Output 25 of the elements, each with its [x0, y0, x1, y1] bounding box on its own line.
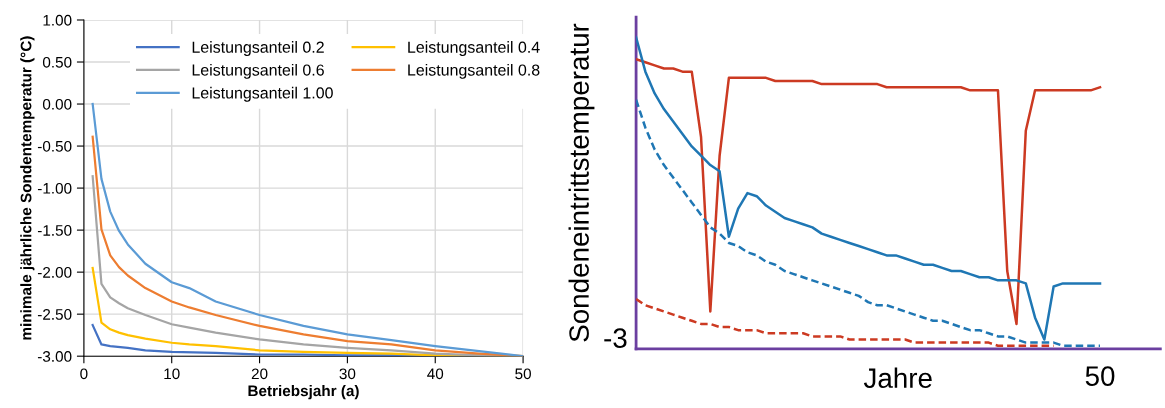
y-axis-title: Sondeneintrittstemperatur	[568, 23, 595, 342]
y-tick-label: -2.00	[37, 267, 72, 278]
x-tick-label: 0	[80, 368, 88, 380]
y-tick-label: -3.00	[37, 351, 72, 362]
y-tick-label: -2.50	[37, 309, 72, 320]
legend-label: Leistungsanteil 0.2	[192, 41, 324, 56]
x-tick-label: 30	[339, 368, 356, 380]
y-tick-label: 0.00	[42, 98, 72, 110]
x-tick-label: 50	[515, 368, 531, 380]
x-tick-label: 10	[164, 368, 180, 380]
y-tick-label: -0.50	[37, 140, 72, 152]
x-axis-title: Jahre	[863, 367, 932, 388]
legend-label: Leistungsanteil 0.6	[192, 63, 324, 79]
y-tick-label: 0.50	[42, 56, 72, 68]
x-tick-label: 40	[427, 368, 444, 380]
y-tick-label: -1.50	[37, 224, 72, 236]
y-axis-title: minimale jährliche Sondentemperatur (°C)	[20, 36, 35, 340]
y-tick-label: -1.00	[37, 182, 72, 194]
legend-label: Leistungsanteil 0.4	[408, 41, 540, 56]
legend-label: Leistungsanteil 1.00	[192, 86, 333, 102]
y-tick-label: 1.00	[43, 14, 72, 26]
x-axis-title: Betriebsjahr (a)	[248, 385, 359, 400]
x-tick-label: 20	[251, 368, 268, 380]
text: -3	[604, 328, 627, 348]
legend-label: Leistungsanteil 0.8	[408, 63, 540, 79]
